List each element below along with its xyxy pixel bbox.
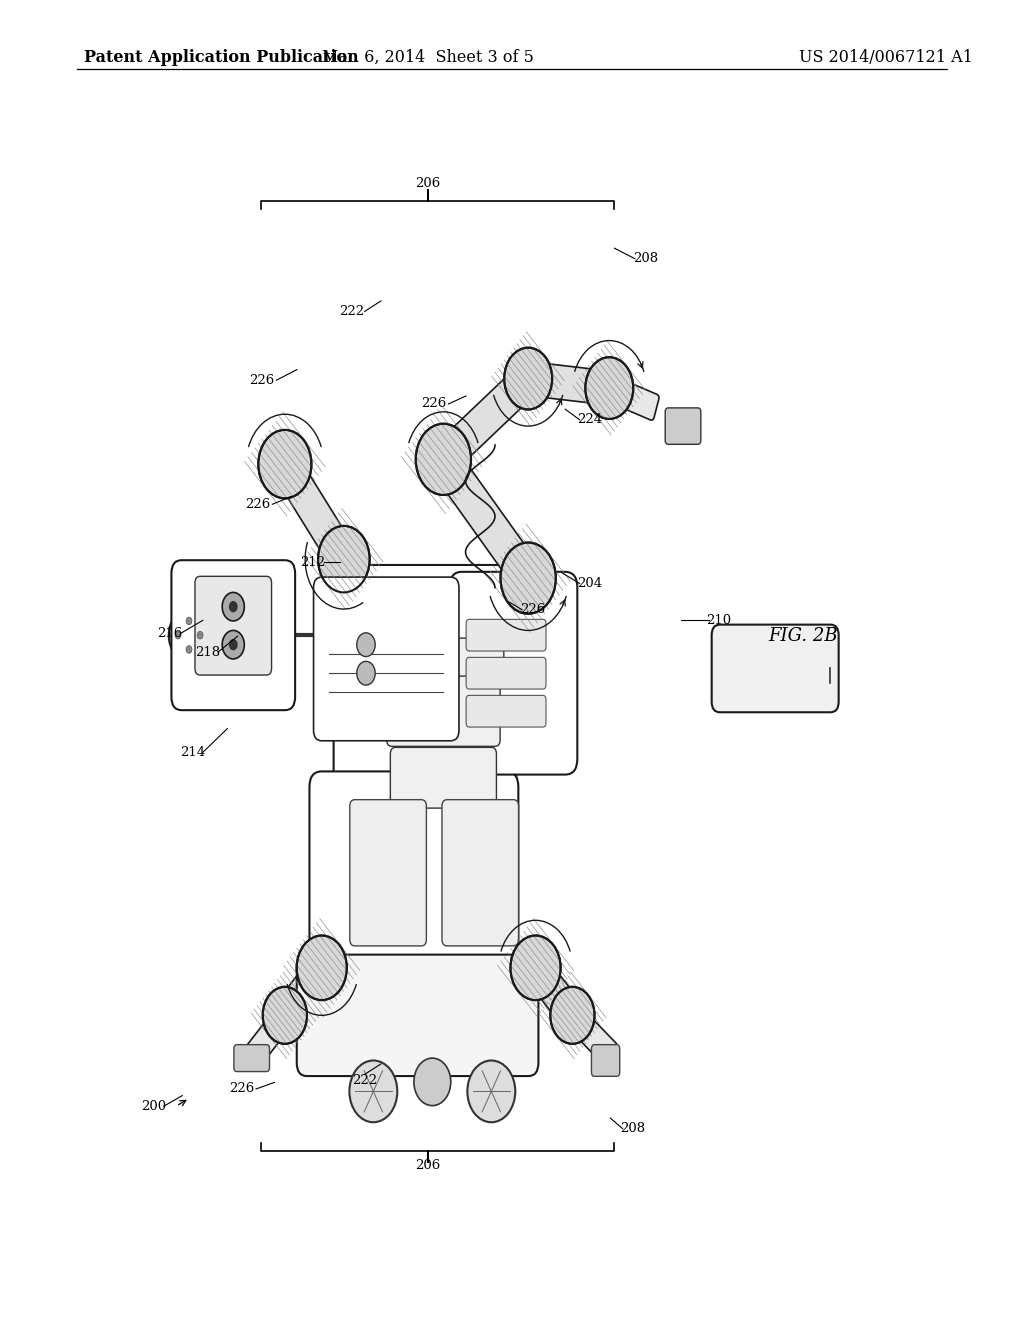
- Circle shape: [297, 936, 347, 1001]
- Text: 226: 226: [245, 498, 270, 511]
- Circle shape: [586, 358, 633, 418]
- FancyBboxPatch shape: [442, 800, 518, 946]
- Text: 204: 204: [578, 577, 603, 590]
- FancyBboxPatch shape: [313, 577, 459, 741]
- Circle shape: [356, 661, 375, 685]
- Text: 226: 226: [249, 374, 274, 387]
- Text: 226: 226: [228, 1082, 254, 1096]
- Circle shape: [222, 631, 245, 659]
- FancyBboxPatch shape: [387, 676, 500, 746]
- FancyBboxPatch shape: [712, 624, 839, 713]
- Circle shape: [222, 593, 245, 620]
- Text: 222: 222: [352, 1074, 377, 1088]
- Text: 212: 212: [300, 556, 326, 569]
- FancyBboxPatch shape: [350, 800, 426, 946]
- FancyBboxPatch shape: [273, 451, 355, 573]
- FancyBboxPatch shape: [383, 638, 504, 689]
- Circle shape: [414, 1059, 451, 1106]
- Circle shape: [186, 618, 191, 624]
- Text: 206: 206: [416, 1159, 440, 1172]
- Text: 210: 210: [707, 614, 732, 627]
- Text: 206: 206: [416, 177, 440, 190]
- FancyBboxPatch shape: [309, 771, 518, 974]
- FancyBboxPatch shape: [274, 954, 332, 1028]
- FancyBboxPatch shape: [171, 560, 295, 710]
- FancyBboxPatch shape: [297, 954, 539, 1076]
- Circle shape: [467, 1060, 515, 1122]
- Text: US 2014/0067121 A1: US 2014/0067121 A1: [799, 49, 973, 66]
- Circle shape: [186, 645, 191, 653]
- Text: 200: 200: [140, 1100, 166, 1113]
- Text: 224: 224: [578, 413, 603, 426]
- Text: 226: 226: [520, 603, 546, 616]
- Circle shape: [356, 632, 375, 656]
- Circle shape: [550, 987, 595, 1044]
- Circle shape: [198, 631, 203, 639]
- FancyBboxPatch shape: [524, 362, 613, 405]
- FancyBboxPatch shape: [433, 363, 538, 475]
- Circle shape: [228, 601, 238, 612]
- Circle shape: [228, 639, 238, 651]
- Text: 218: 218: [195, 645, 220, 659]
- FancyBboxPatch shape: [466, 619, 546, 651]
- Circle shape: [318, 525, 370, 593]
- Text: 226: 226: [421, 397, 446, 411]
- Circle shape: [258, 430, 311, 499]
- FancyBboxPatch shape: [233, 1044, 269, 1072]
- FancyBboxPatch shape: [592, 1044, 620, 1076]
- Circle shape: [501, 543, 556, 614]
- Text: 222: 222: [339, 305, 365, 318]
- Circle shape: [416, 424, 471, 495]
- Text: FIG. 2B: FIG. 2B: [768, 627, 838, 645]
- FancyBboxPatch shape: [450, 572, 578, 775]
- Circle shape: [169, 609, 209, 661]
- Text: 214: 214: [179, 746, 205, 759]
- Text: Mar. 6, 2014  Sheet 3 of 5: Mar. 6, 2014 Sheet 3 of 5: [323, 49, 534, 66]
- FancyBboxPatch shape: [390, 747, 497, 808]
- Circle shape: [349, 1060, 397, 1122]
- Circle shape: [504, 347, 552, 409]
- Text: 216: 216: [157, 627, 182, 640]
- Circle shape: [175, 631, 181, 639]
- FancyBboxPatch shape: [525, 954, 583, 1028]
- Text: 208: 208: [621, 1122, 646, 1135]
- FancyBboxPatch shape: [466, 696, 546, 727]
- FancyBboxPatch shape: [666, 408, 700, 445]
- FancyBboxPatch shape: [604, 375, 659, 420]
- FancyBboxPatch shape: [431, 445, 541, 593]
- FancyBboxPatch shape: [466, 657, 546, 689]
- FancyBboxPatch shape: [564, 1003, 617, 1065]
- Circle shape: [263, 987, 307, 1044]
- FancyBboxPatch shape: [334, 565, 516, 838]
- FancyBboxPatch shape: [247, 1005, 293, 1064]
- Circle shape: [511, 936, 560, 1001]
- FancyBboxPatch shape: [195, 577, 271, 675]
- Text: 208: 208: [633, 252, 658, 265]
- Text: Patent Application Publication: Patent Application Publication: [84, 49, 358, 66]
